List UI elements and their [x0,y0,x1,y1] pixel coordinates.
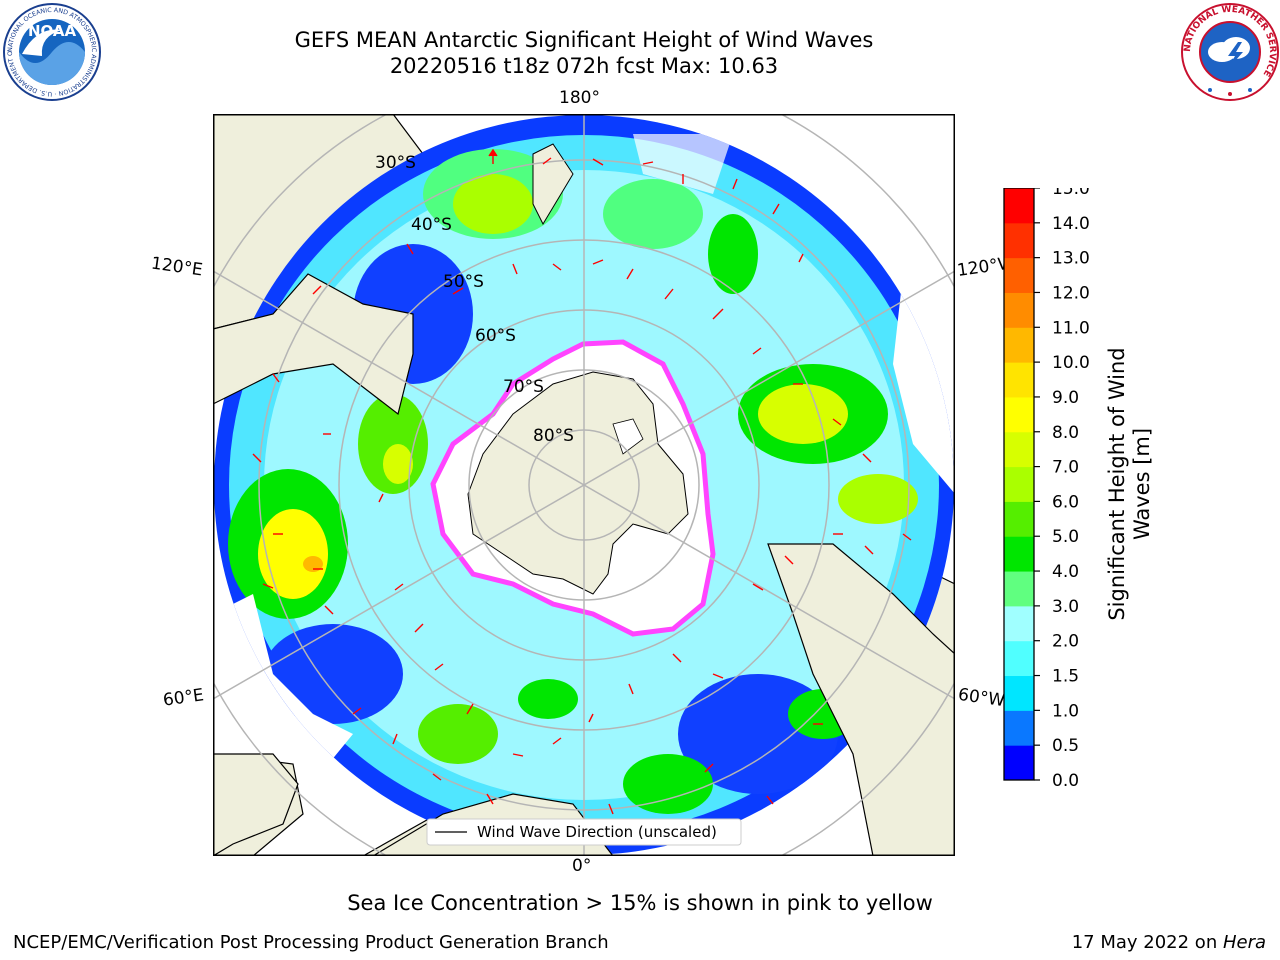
antarctica [430,339,716,637]
colorbar-swatch [1004,188,1034,224]
lon-label-120e: 120°E [149,253,204,281]
lat-label-30s: 30°S [375,153,416,173]
colorbar-swatch [1004,710,1034,746]
colorbar-swatch [1004,431,1034,468]
colorbar-swatch [1004,501,1034,537]
colorbar-swatch [1004,292,1034,328]
sea-ice-caption: Sea Ice Concentration > 15% is shown in … [347,891,933,915]
colorbar-swatch [1004,362,1034,398]
colorbar-tick-label: 6.0 [1052,492,1079,512]
colorbar-tick-label: 9.0 [1052,388,1079,408]
colorbar-tick-label: 14.0 [1052,214,1090,234]
colorbar-tick-label: 4.0 [1052,562,1079,582]
colorbar-swatch [1004,640,1034,677]
colorbar-swatch [1004,536,1034,572]
colorbar: 0.0 0.5 1.0 1.5 2.0 3.0 4.0 5.0 6.0 7.0 8.0 9.0 10.0… [1003,188,1090,788]
footer-date: 17 May 2022 on Hera [1072,932,1266,953]
nws-logo: NATIONAL WEATHER SERVICE [1181,3,1279,101]
lat-label-60s: 60°S [475,326,516,346]
footer-machine: Hera [1222,932,1266,953]
footer-date-text: 17 May 2022 on [1071,932,1223,953]
colorbar-tick-label: 2.0 [1052,632,1079,652]
colorbar-tick-label: 15.0 [1052,188,1090,199]
colorbar-ticks: 0.0 0.5 1.0 1.5 2.0 3.0 4.0 5.0 6.0 7.0 8.0 9.0 10.0… [1034,188,1090,788]
legend-label: Wind Wave Direction (unscaled) [477,823,717,841]
colorbar-tick-label: 0.0 [1052,771,1079,788]
footer-branch: NCEP/EMC/Verification Post Processing Pr… [13,932,609,953]
colorbar-swatch [1004,466,1034,502]
colorbar-swatches [1004,188,1034,781]
lon-label-180: 180° [559,88,600,108]
lat-label-80s: 80°S [533,426,574,446]
colorbar-swatch [1004,222,1034,259]
colorbar-swatch [1004,571,1034,607]
colorbar-tick-label: 8.0 [1052,423,1079,443]
lat-label-70s: 70°S [503,377,544,397]
colorbar-tick-label: 10.0 [1052,353,1090,373]
colorbar-tick-label: 5.0 [1052,527,1079,547]
colorbar-swatch [1004,675,1034,711]
lat-lon-grid [213,114,955,856]
latitude-labels: 30°S 40°S 50°S 60°S 70°S 80°S [375,153,574,446]
direction-legend: Wind Wave Direction (unscaled) [426,818,742,846]
noaa-logo: NATIONAL OCEANIC AND ATMOSPHERIC ADMINIS… [2,2,101,101]
lon-label-60e: 60°E [161,685,206,711]
colorbar-swatch [1004,745,1034,781]
noaa-logo-text: NOAA [28,22,77,40]
lon-label-60w: 60°W [956,684,1007,712]
colorbar-tick-label: 3.0 [1052,597,1079,617]
polar-map: 30°S 40°S 50°S 60°S 70°S 80°S Wind Wave … [213,114,955,856]
colorbar-title-line1: Significant Height of Wind [1105,347,1129,621]
lon-label-0: 0° [572,856,592,876]
colorbar-tick-label: 1.0 [1052,701,1079,721]
lat-label-40s: 40°S [411,215,452,235]
colorbar-tick-label: 1.5 [1052,667,1079,687]
lat-label-50s: 50°S [443,272,484,292]
colorbar-tick-label: 0.5 [1052,736,1079,756]
colorbar-swatch [1004,396,1034,433]
colorbar-title-line2: Waves [m] [1130,427,1154,541]
colorbar-tick-label: 13.0 [1052,249,1090,269]
colorbar-swatch [1004,257,1034,293]
colorbar-tick-label: 12.0 [1052,283,1090,303]
colorbar-swatch [1004,605,1034,642]
map-subtitle: 20220516 t18z 072h fcst Max: 10.63 [389,54,779,78]
colorbar-swatch [1004,327,1034,363]
map-title: GEFS MEAN Antarctic Significant Height o… [294,28,874,52]
colorbar-tick-label: 7.0 [1052,458,1079,478]
colorbar-tick-label: 11.0 [1052,318,1090,338]
wave-direction-arrows [252,148,912,835]
